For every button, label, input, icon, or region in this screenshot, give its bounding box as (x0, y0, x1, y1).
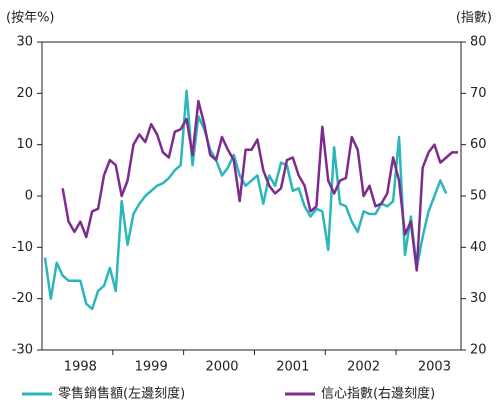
y2-tick-label: 40 (470, 240, 487, 255)
x-tick-label: 2001 (276, 360, 309, 375)
y2-tick-label: 30 (470, 291, 487, 306)
y2-tick-label: 60 (470, 137, 487, 152)
y-axis-label: (按年%) (6, 11, 55, 26)
x-tick-label: 2003 (418, 360, 451, 375)
x-tick-label: 1999 (135, 360, 168, 375)
y-tick-label: 10 (16, 137, 33, 152)
legend-label: 零售銷售額(左邊刻度) (58, 386, 185, 402)
legend-label: 信心指數(右邊刻度) (321, 386, 435, 402)
y-tick-label: -30 (12, 343, 33, 358)
y2-tick-label: 50 (470, 189, 487, 204)
y-tick-label: -20 (12, 291, 33, 306)
y-tick-label: -10 (12, 240, 33, 255)
x-tick-label: 2000 (205, 360, 238, 375)
series-line (61, 99, 459, 272)
x-tick-label: 1998 (64, 360, 97, 375)
y2-tick-label: 70 (470, 86, 487, 101)
y-tick-label: 30 (16, 35, 33, 50)
y2-tick-label: 20 (470, 343, 487, 358)
series-line (43, 89, 448, 311)
y2-tick-label: 80 (470, 35, 487, 50)
y-tick-label: 0 (25, 189, 33, 204)
y2-axis-label: (指數) (456, 11, 492, 26)
plot-frame (41, 41, 462, 351)
x-tick-label: 2002 (347, 360, 380, 375)
y-tick-label: 20 (16, 86, 33, 101)
